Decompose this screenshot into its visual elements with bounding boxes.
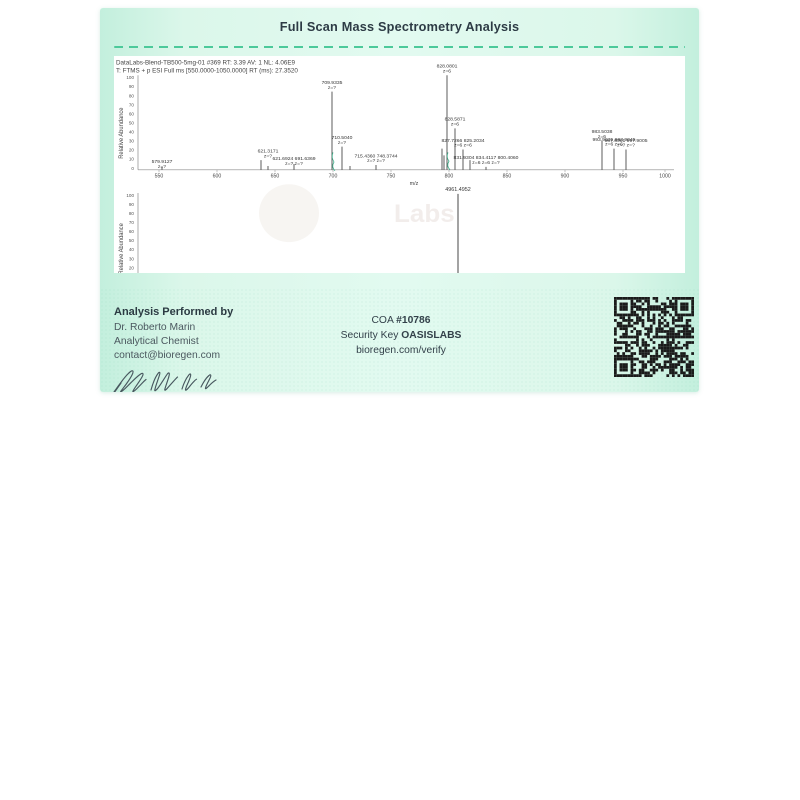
svg-text:40: 40 — [129, 247, 135, 252]
svg-text:z=6: z=6 — [451, 122, 459, 128]
svg-text:z=6 z=6 z=?: z=6 z=6 z=? — [472, 160, 500, 166]
svg-text:4961.4952: 4961.4952 — [445, 187, 471, 193]
svg-text:70: 70 — [129, 220, 135, 225]
svg-text:621.3171: 621.3171 — [258, 149, 279, 155]
svg-text:z=?: z=? — [264, 154, 272, 160]
svg-text:z=? z=?: z=? z=? — [617, 143, 635, 149]
svg-text:650: 650 — [271, 174, 280, 180]
svg-text:70: 70 — [129, 102, 135, 107]
svg-text:700: 700 — [329, 174, 338, 180]
svg-text:90: 90 — [129, 84, 135, 89]
svg-text:600: 600 — [213, 174, 222, 180]
svg-text:0: 0 — [131, 166, 134, 171]
svg-text:z=6: z=6 — [443, 68, 451, 74]
svg-text:T: FTMS + p ESI Full ms [550.0: T: FTMS + p ESI Full ms [550.0000-1050.0… — [116, 67, 298, 74]
svg-text:900: 900 — [561, 174, 570, 180]
svg-text:20: 20 — [129, 265, 135, 270]
svg-text:30: 30 — [129, 139, 135, 144]
svg-text:Relative Abundance: Relative Abundance — [119, 107, 125, 158]
svg-text:z=? z=?: z=? z=? — [285, 161, 303, 167]
svg-text:80: 80 — [129, 211, 135, 216]
svg-text:100: 100 — [126, 75, 134, 80]
svg-text:Labs: Labs — [394, 200, 455, 227]
svg-text:850: 850 — [503, 174, 512, 180]
svg-text:m/z: m/z — [410, 181, 419, 187]
svg-text:50: 50 — [129, 121, 135, 126]
svg-text:750: 750 — [387, 174, 396, 180]
svg-text:z=6 z=6: z=6 z=6 — [454, 143, 472, 149]
svg-text:550: 550 — [155, 174, 164, 180]
svg-text:1000: 1000 — [659, 174, 671, 180]
svg-text:z=?: z=? — [158, 164, 166, 170]
svg-text:60: 60 — [129, 111, 135, 116]
svg-text:50: 50 — [129, 238, 135, 243]
svg-text:579.9127: 579.9127 — [152, 159, 173, 165]
svg-text:80: 80 — [129, 93, 135, 98]
svg-text:DataLabs-Blend-TB500-5mg-01 #3: DataLabs-Blend-TB500-5mg-01 #369 RT: 3.3… — [116, 60, 296, 67]
svg-text:20: 20 — [129, 148, 135, 153]
svg-text:Relative Abundance: Relative Abundance — [119, 223, 125, 273]
svg-text:950: 950 — [619, 174, 628, 180]
svg-text:60: 60 — [129, 229, 135, 234]
svg-text:z=?: z=? — [338, 140, 346, 146]
svg-text:30: 30 — [129, 256, 135, 261]
svg-text:10: 10 — [129, 157, 135, 162]
svg-text:z=?: z=? — [328, 85, 336, 91]
svg-text:100: 100 — [126, 193, 134, 198]
svg-text:90: 90 — [129, 202, 135, 207]
svg-text:800: 800 — [445, 174, 454, 180]
svg-text:40: 40 — [129, 130, 135, 135]
svg-text:z=? z=?: z=? z=? — [367, 158, 385, 164]
